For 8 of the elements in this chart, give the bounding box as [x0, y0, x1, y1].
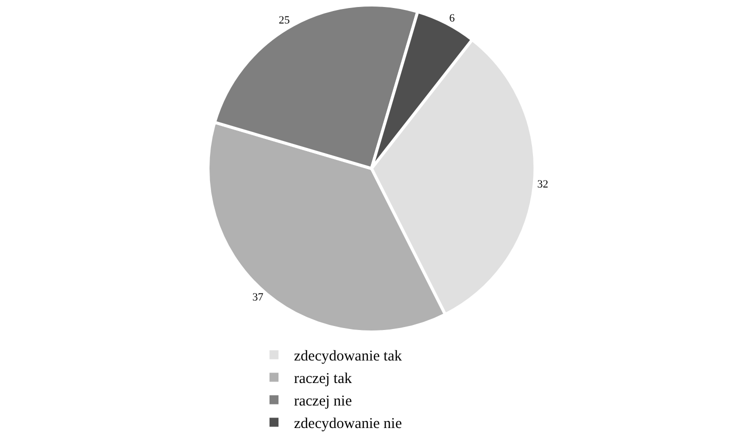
data-label: 25: [278, 14, 290, 26]
legend-label: raczej tak: [294, 371, 352, 388]
legend-label: zdecydowanie nie: [294, 416, 402, 432]
data-label: 37: [252, 292, 264, 304]
legend-label: raczej nie: [294, 394, 352, 410]
data-label: 6: [449, 12, 456, 24]
data-label: 32: [537, 178, 548, 191]
legend-label: zdecydowanie tak: [294, 348, 402, 365]
